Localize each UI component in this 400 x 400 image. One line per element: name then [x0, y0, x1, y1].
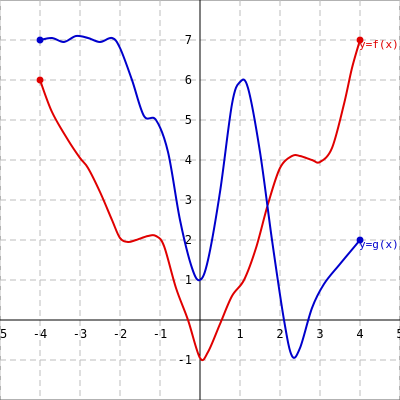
series-start-point-y-f-x [37, 77, 44, 84]
series-start-point-y-g-x [37, 37, 44, 44]
series-label-y-f-x: y=f(x) [359, 38, 399, 51]
series-label-y-g-x: y=g(x) [359, 238, 399, 251]
x-tick-label: -5 [0, 327, 7, 341]
x-tick-label: -3 [73, 327, 87, 341]
y-tick-label: 4 [185, 153, 192, 167]
y-tick-label: 1 [185, 273, 192, 287]
y-tick-label: 3 [185, 193, 192, 207]
y-tick-label: 7 [185, 33, 192, 47]
x-tick-label: 2 [276, 327, 283, 341]
x-tick-label: 1 [236, 327, 243, 341]
x-tick-label: 3 [316, 327, 323, 341]
y-tick-label: 6 [185, 73, 192, 87]
x-tick-label: 4 [356, 327, 363, 341]
x-tick-label: -1 [153, 327, 167, 341]
y-tick-label: -1 [178, 353, 192, 367]
x-tick-label: -2 [113, 327, 127, 341]
x-tick-label: -4 [33, 327, 47, 341]
x-tick-label: 5 [396, 327, 400, 341]
y-tick-label: 5 [185, 113, 192, 127]
